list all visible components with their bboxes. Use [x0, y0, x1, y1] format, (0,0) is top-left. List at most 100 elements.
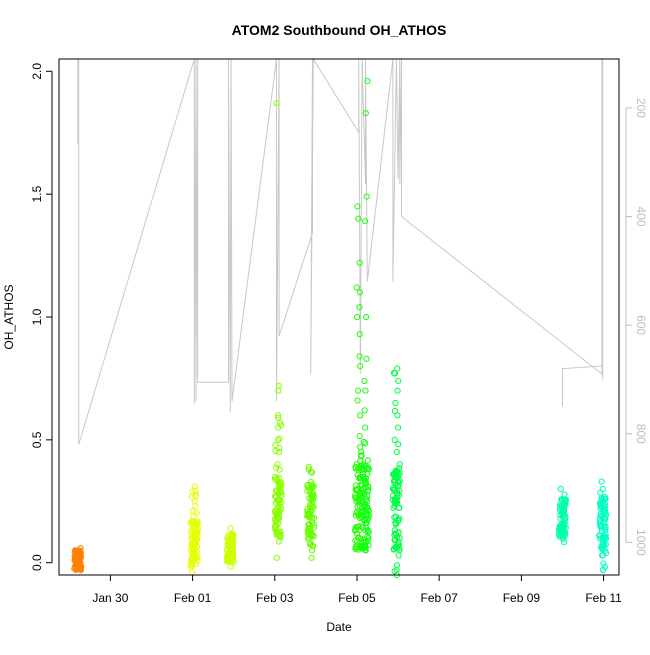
data-point — [364, 527, 371, 535]
data-point — [364, 457, 371, 464]
data-point — [362, 544, 369, 551]
data-point — [192, 503, 199, 510]
data-point — [392, 399, 399, 407]
data-point — [599, 545, 606, 552]
data-point — [361, 377, 368, 384]
point-cluster — [556, 485, 570, 546]
data-point — [560, 527, 567, 534]
x-tick-label: Feb 03 — [256, 591, 294, 605]
data-point — [356, 304, 363, 311]
data-point — [352, 486, 360, 493]
data-point — [396, 515, 403, 522]
right-tick-label: 200 — [634, 98, 648, 118]
data-point — [188, 554, 196, 561]
data-point — [559, 509, 566, 516]
point-cluster — [187, 483, 201, 576]
data-point — [308, 499, 315, 506]
data-point — [597, 522, 604, 530]
data-point — [193, 543, 200, 550]
data-point — [227, 563, 234, 570]
data-point — [227, 554, 234, 561]
data-point — [190, 512, 197, 520]
data-point — [276, 435, 283, 442]
data-point — [394, 387, 401, 394]
x-tick-label: Feb 09 — [503, 591, 541, 605]
data-point — [304, 530, 312, 537]
data-point — [190, 548, 197, 555]
data-point — [392, 530, 399, 537]
data-point — [274, 436, 281, 443]
data-point — [75, 559, 82, 566]
data-point — [277, 531, 284, 539]
data-point — [361, 407, 368, 414]
point-cluster — [359, 78, 372, 554]
data-point — [308, 482, 315, 489]
data-point — [308, 496, 315, 503]
data-point — [360, 462, 367, 469]
data-point — [226, 542, 234, 549]
data-point — [75, 547, 82, 554]
y-tick-label: 0.5 — [30, 431, 44, 448]
data-point — [276, 444, 283, 452]
data-point — [193, 519, 200, 527]
data-point — [603, 549, 610, 557]
data-point — [560, 524, 567, 531]
data-point — [362, 502, 369, 509]
data-point — [358, 482, 365, 489]
data-point — [305, 513, 312, 520]
data-point — [357, 412, 364, 419]
data-point — [392, 544, 399, 551]
data-point — [227, 525, 234, 532]
data-point — [188, 527, 195, 534]
point-cluster — [304, 463, 318, 561]
data-point — [352, 545, 359, 553]
data-point — [272, 442, 279, 449]
data-point — [188, 535, 195, 542]
data-point — [391, 436, 398, 443]
data-point — [395, 377, 402, 384]
data-point — [356, 474, 363, 481]
data-point — [362, 440, 369, 447]
data-point — [277, 487, 284, 494]
data-point — [273, 100, 280, 107]
right-tick-label: 1000 — [634, 529, 648, 556]
data-point — [600, 509, 608, 516]
data-point — [310, 524, 318, 531]
data-point — [392, 474, 399, 481]
data-point — [229, 542, 236, 550]
data-point — [274, 412, 282, 419]
data-point — [396, 461, 403, 468]
data-points-layer — [71, 78, 610, 579]
altitude-trace-line — [77, 57, 604, 445]
data-point — [362, 218, 369, 225]
data-point — [362, 387, 369, 394]
data-point — [273, 475, 280, 482]
data-point — [363, 504, 370, 511]
data-point — [275, 449, 283, 456]
data-point — [355, 215, 362, 222]
data-point — [356, 289, 363, 296]
data-point — [598, 478, 605, 485]
data-point — [395, 441, 402, 448]
data-point — [392, 500, 399, 507]
data-point — [393, 562, 400, 569]
data-point — [365, 484, 372, 491]
data-point — [273, 464, 280, 471]
data-point — [391, 527, 398, 534]
data-point — [74, 550, 81, 558]
data-point — [354, 313, 361, 321]
data-point — [277, 506, 284, 513]
data-point — [357, 444, 364, 451]
data-point — [362, 424, 369, 431]
data-point — [363, 193, 370, 200]
data-point — [391, 537, 398, 544]
data-point — [309, 542, 316, 549]
data-point — [560, 535, 567, 543]
y-tick-label: 2.0 — [30, 63, 44, 80]
data-point — [273, 488, 280, 495]
data-point — [278, 479, 285, 487]
data-point — [357, 458, 364, 465]
data-point — [353, 509, 360, 516]
chart-title: ATOM2 Southbound OH_ATHOS — [232, 22, 447, 38]
data-point — [600, 560, 607, 567]
